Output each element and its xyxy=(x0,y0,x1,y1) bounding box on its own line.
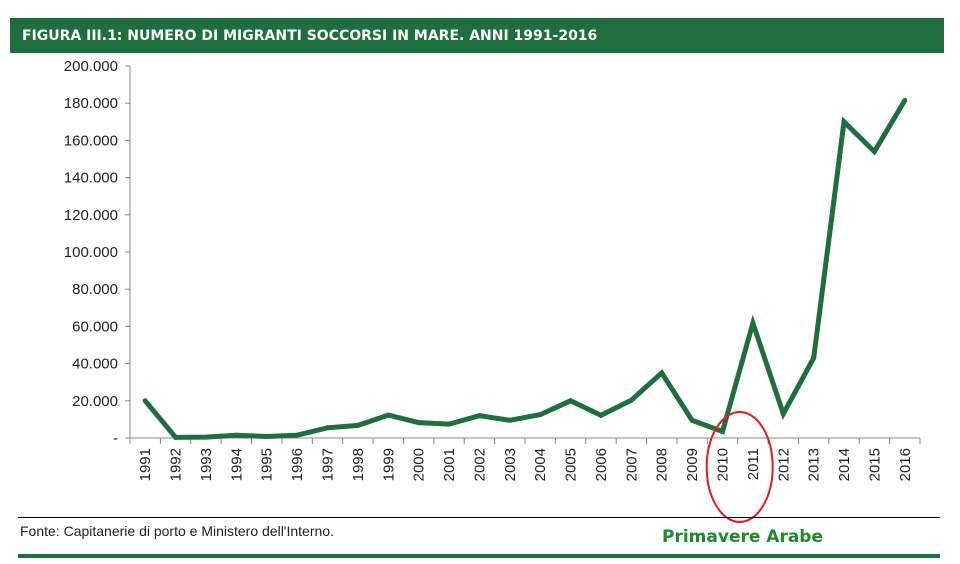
data-point xyxy=(689,417,695,423)
y-tick-label: 100.000 xyxy=(64,244,118,261)
x-tick-label: 2009 xyxy=(684,448,701,481)
x-tick-label: 1999 xyxy=(380,448,397,481)
y-tick-label: - xyxy=(113,430,118,447)
y-tick-label: 160.000 xyxy=(64,132,118,149)
data-point xyxy=(385,412,391,418)
x-tick-label: 1995 xyxy=(259,448,276,481)
data-point xyxy=(780,411,786,417)
x-axis-ticks: 1991 1992 1993 1994 1995 1996 1997 1998 1999 2000… xyxy=(129,438,921,481)
series-line xyxy=(143,99,907,440)
x-tick-label: 2002 xyxy=(471,448,488,481)
x-tick-label: 2011 xyxy=(745,448,762,480)
x-tick-label: 2005 xyxy=(563,448,580,481)
x-tick-label: 1994 xyxy=(228,448,245,481)
x-tick-label: 2014 xyxy=(836,448,853,481)
x-tick-label: 1997 xyxy=(320,448,337,481)
x-tick-label: 2001 xyxy=(441,448,458,481)
y-tick-label: 200.000 xyxy=(64,58,118,75)
highlight-ellipse xyxy=(705,411,774,523)
data-point xyxy=(507,417,513,423)
x-tick-label: 2006 xyxy=(593,448,610,481)
x-tick-label: 2003 xyxy=(502,448,519,481)
x-tick-label: 2015 xyxy=(866,448,883,481)
data-point xyxy=(264,434,270,440)
annotation-label: Primavere Arabe xyxy=(662,527,824,547)
x-tick-label: 1993 xyxy=(198,448,215,481)
data-point xyxy=(416,420,422,426)
data-point xyxy=(841,119,847,125)
data-point xyxy=(142,398,148,404)
series-group xyxy=(142,97,908,440)
data-point xyxy=(173,434,179,440)
x-tick-label: 1998 xyxy=(350,448,367,481)
data-point xyxy=(598,412,604,418)
data-point xyxy=(811,355,817,361)
x-tick-label: 1992 xyxy=(168,448,185,481)
y-tick-label: 20.000 xyxy=(72,393,118,410)
footer-bar xyxy=(18,554,940,558)
footer-divider xyxy=(18,517,940,518)
data-point xyxy=(446,421,452,427)
data-point xyxy=(233,432,239,438)
highlight-group xyxy=(705,411,774,523)
data-point xyxy=(659,370,665,376)
data-point xyxy=(355,422,361,428)
data-point xyxy=(568,398,574,404)
data-point xyxy=(476,413,482,419)
data-point xyxy=(537,412,543,418)
y-axis-ticks: - 20.000 40.000 60.000 80.000 100.000 120.000 1… xyxy=(64,58,130,447)
y-tick-label: 40.000 xyxy=(72,356,118,373)
y-tick-label: 80.000 xyxy=(72,281,118,298)
chart-title: FIGURA III.1: NUMERO DI MIGRANTI SOCCORS… xyxy=(10,18,944,53)
x-tick-label: 1991 xyxy=(137,448,154,481)
data-point xyxy=(325,425,330,431)
y-tick-label: 180.000 xyxy=(64,95,118,112)
y-tick-label: 120.000 xyxy=(64,207,118,224)
x-tick-label: 2013 xyxy=(806,448,823,481)
data-point xyxy=(902,97,908,103)
x-tick-label: 2000 xyxy=(411,448,428,481)
data-point xyxy=(720,428,725,434)
data-point xyxy=(294,432,300,438)
x-tick-label: 2012 xyxy=(775,448,792,481)
data-point xyxy=(203,434,209,440)
x-tick-label: 2008 xyxy=(654,448,671,481)
x-tick-label: 2007 xyxy=(623,448,640,481)
data-point xyxy=(871,149,877,155)
x-tick-label: 2016 xyxy=(897,448,914,481)
x-tick-label: 2010 xyxy=(715,448,732,481)
data-point xyxy=(628,397,634,403)
y-tick-label: 60.000 xyxy=(72,318,118,335)
data-point xyxy=(750,320,756,326)
y-tick-label: 140.000 xyxy=(64,170,118,187)
x-tick-label: 2004 xyxy=(532,448,549,481)
x-tick-label: 1996 xyxy=(289,448,306,481)
source-note: Fonte: Capitanerie di porto e Ministero … xyxy=(20,523,334,539)
